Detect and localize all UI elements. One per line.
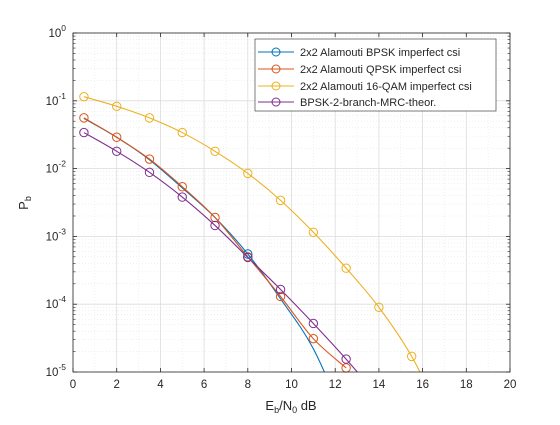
series-3-marker — [79, 91, 89, 102]
legend-marker-1 — [271, 47, 281, 57]
series-3-marker — [341, 263, 351, 273]
legend: 2x2 Alamouti BPSK imperfect csi 2x2 Alam… — [254, 38, 497, 112]
y-tick-label-base: 10 — [46, 367, 59, 379]
y-axis-label: Pb — [16, 196, 33, 210]
x-axis-label-mid: /N — [279, 398, 292, 413]
series-2-marker — [177, 182, 187, 192]
series-layer — [83, 96, 421, 372]
y-tick-label-exponent: -3 — [58, 226, 66, 236]
x-axis-label-sub1: b — [274, 405, 279, 415]
series-line-3 — [83, 96, 421, 372]
legend-label-4: BPSK-2-branch-MRC-theor. — [300, 97, 436, 109]
y-tick-label-base: 10 — [46, 231, 59, 243]
series-3-marker — [112, 101, 122, 111]
series-4-marker — [243, 252, 253, 263]
marker-layer — [79, 91, 417, 373]
y-tick-label: 10-4 — [46, 294, 67, 311]
legend-marker-2 — [271, 64, 281, 74]
series-4-marker — [341, 354, 351, 364]
legend-box — [254, 38, 497, 112]
series-3-marker — [144, 113, 155, 123]
y-tick-label-exponent: -4 — [58, 294, 66, 304]
series-line-4 — [83, 132, 359, 372]
x-tick-label: 12 — [329, 379, 342, 391]
y-tick-label-exponent: -5 — [58, 362, 66, 372]
x-tick-label: 0 — [70, 379, 76, 391]
legend-label-3: 2x2 Alamouti 16-QAM imperfect csi — [300, 81, 472, 93]
series-3-marker — [406, 351, 417, 362]
x-tick-label: 6 — [201, 379, 207, 391]
series-3-marker — [275, 195, 286, 206]
x-tick-label: 10 — [285, 379, 298, 391]
series-2-marker — [112, 132, 122, 142]
x-tick-label: 18 — [460, 379, 473, 391]
x-axis-label-tail: dB — [297, 398, 317, 413]
series-4-marker — [112, 146, 122, 156]
series-3-marker — [210, 146, 220, 156]
series-4-marker — [275, 284, 286, 295]
y-tick-label-base: 10 — [46, 299, 59, 311]
x-axis-label-base: E — [265, 398, 274, 413]
legend-entry-2: 2x2 Alamouti QPSK imperfect csi — [258, 64, 461, 76]
series-3-marker — [374, 302, 384, 313]
y-axis-label-base: P — [16, 201, 31, 210]
x-tick-label: 20 — [504, 379, 517, 391]
series-4-marker — [79, 127, 89, 138]
series-4-marker — [144, 167, 155, 178]
legend-label-2: 2x2 Alamouti QPSK imperfect csi — [300, 64, 461, 76]
series-3-marker — [243, 168, 253, 179]
ticks — [72, 32, 511, 373]
series-1-marker — [243, 249, 253, 259]
x-tick-label: 8 — [245, 379, 251, 391]
y-tick-label: 10-3 — [46, 226, 67, 243]
x-tick-label: 4 — [157, 379, 164, 391]
legend-entry-3: 2x2 Alamouti 16-QAM imperfect csi — [258, 81, 472, 93]
series-4-marker — [308, 318, 319, 329]
y-tick-label: 10-2 — [46, 159, 67, 176]
series-line-2 — [83, 117, 347, 369]
legend-entry-4: BPSK-2-branch-MRC-theor. — [258, 97, 436, 109]
legend-entry-1: 2x2 Alamouti BPSK imperfect csi — [258, 47, 460, 59]
series-4-marker — [210, 220, 220, 231]
y-tick-label-exponent: -1 — [58, 91, 66, 101]
x-axis-label: Eb/N0 dB — [265, 398, 316, 415]
series-2-marker — [308, 333, 319, 344]
x-tick-label: 14 — [373, 379, 386, 391]
legend-marker-4 — [271, 97, 281, 107]
y-tick-label: 100 — [48, 23, 66, 40]
series-2-marker — [275, 291, 286, 302]
y-tick-label-exponent: 0 — [61, 23, 66, 33]
y-tick-label: 10-1 — [46, 91, 67, 108]
series-4-marker — [177, 192, 187, 202]
y-tick-label: 10-5 — [46, 362, 67, 379]
x-tick-label: 16 — [416, 379, 429, 391]
y-tick-label-base: 10 — [46, 96, 59, 108]
series-3-marker — [308, 227, 319, 237]
y-tick-label-exponent: -2 — [58, 159, 66, 169]
x-tick-label: 2 — [113, 379, 119, 391]
x-axis-label-sub2: 0 — [292, 405, 297, 415]
series-2-marker — [79, 113, 89, 123]
series-3-marker — [177, 127, 187, 138]
x-tick-labels: 0 2 4 6 8 10 12 14 16 18 20 — [70, 379, 517, 391]
series-2-marker — [144, 154, 155, 164]
legend-marker-3 — [271, 81, 281, 91]
legend-label-1: 2x2 Alamouti BPSK imperfect csi — [300, 47, 460, 59]
y-tick-label-base: 10 — [48, 28, 61, 40]
y-tick-label-base: 10 — [46, 164, 59, 176]
y-axis-label-sub: b — [23, 196, 33, 201]
